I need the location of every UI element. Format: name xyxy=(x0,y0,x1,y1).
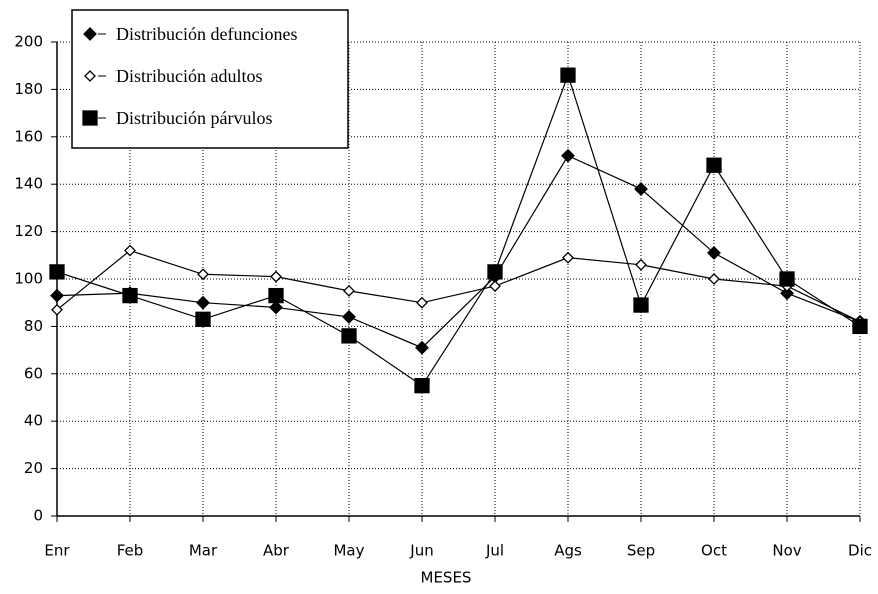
y-tick-label: 160 xyxy=(14,127,43,145)
data-point xyxy=(197,268,209,281)
data-point xyxy=(634,182,648,196)
legend-box xyxy=(71,9,349,149)
data-point xyxy=(49,264,65,280)
legend-label: Distribución párvulos xyxy=(116,108,272,128)
y-tick-label: 200 xyxy=(14,33,43,51)
y-tick-label: 120 xyxy=(14,222,43,240)
data-point xyxy=(561,148,575,163)
data-point xyxy=(489,280,501,293)
data-point xyxy=(635,258,647,271)
data-point xyxy=(50,288,64,303)
legend-label: Distribución adultos xyxy=(116,66,263,86)
data-point xyxy=(268,287,284,304)
x-tick-label: Mar xyxy=(189,542,218,560)
x-tick-label: Jul xyxy=(485,542,504,560)
data-point xyxy=(341,328,357,344)
legend-marker xyxy=(83,27,97,41)
data-point xyxy=(414,377,430,394)
data-point xyxy=(780,286,794,301)
x-tick-label: Jun xyxy=(409,542,433,560)
x-tick-label: Abr xyxy=(263,542,290,560)
data-point xyxy=(708,273,720,285)
y-tick-label: 40 xyxy=(24,412,43,430)
data-point xyxy=(633,297,649,313)
series-line xyxy=(56,249,861,323)
data-point xyxy=(196,295,210,310)
y-tick-label: 100 xyxy=(14,270,43,288)
y-tick-label: 180 xyxy=(14,80,43,98)
data-point xyxy=(270,270,282,283)
y-tick-label: 80 xyxy=(24,317,43,335)
data-point xyxy=(706,157,722,173)
data-point xyxy=(707,246,721,260)
data-point xyxy=(342,310,356,324)
x-axis-label: MESES xyxy=(421,569,472,587)
data-point xyxy=(122,287,138,304)
data-point xyxy=(562,251,574,264)
x-tick-label: Enr xyxy=(44,542,70,560)
data-point xyxy=(779,271,795,287)
data-point xyxy=(269,300,283,315)
data-point xyxy=(415,340,429,355)
data-point xyxy=(51,303,63,316)
data-point xyxy=(560,67,576,83)
legend-marker xyxy=(82,110,98,126)
x-tick-label: Nov xyxy=(772,542,801,560)
x-tick-label: Dic xyxy=(848,542,872,560)
legend-marker xyxy=(84,70,96,82)
data-point xyxy=(852,318,868,335)
data-point xyxy=(124,244,136,257)
data-point xyxy=(195,311,211,327)
x-tick-label: Feb xyxy=(117,542,144,560)
legend-label: Distribución defunciones xyxy=(116,24,297,44)
y-tick-label: 140 xyxy=(14,175,43,193)
data-point xyxy=(487,264,503,280)
series-line xyxy=(56,154,861,349)
y-tick-label: 20 xyxy=(24,459,43,477)
x-tick-label: Oct xyxy=(701,542,727,560)
y-tick-label: 60 xyxy=(24,364,43,382)
x-tick-label: Sep xyxy=(627,542,655,560)
data-point xyxy=(343,284,355,297)
series-line xyxy=(56,73,861,387)
x-tick-label: Ags xyxy=(554,542,582,560)
y-tick-label: 0 xyxy=(33,507,43,525)
data-point xyxy=(416,296,428,309)
x-tick-label: May xyxy=(333,542,364,560)
